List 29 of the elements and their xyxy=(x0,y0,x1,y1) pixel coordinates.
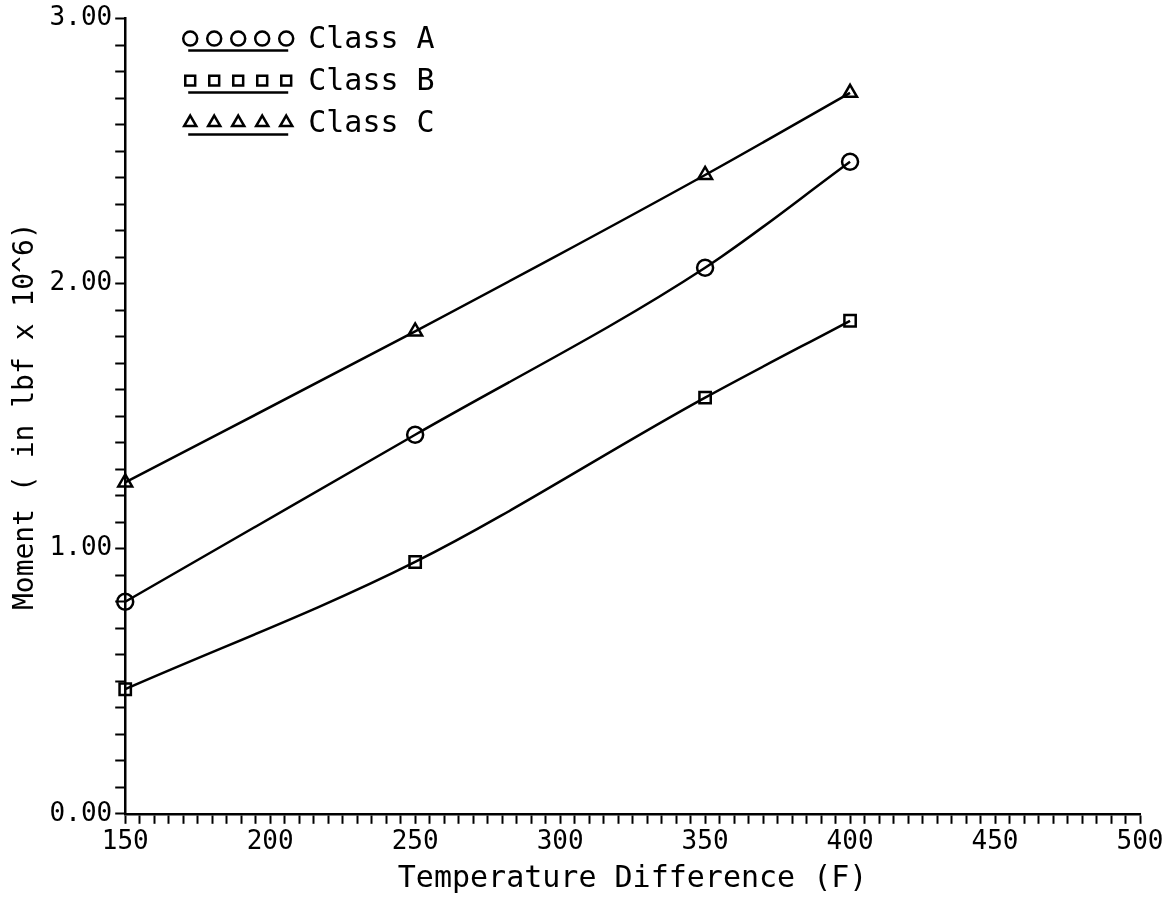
y-axis-title: Moment ( in lbf x 10^6) xyxy=(7,222,41,611)
x-tick-label: 500 xyxy=(1116,825,1164,856)
x-tick-label: 400 xyxy=(826,825,874,856)
x-tick-label: 450 xyxy=(971,825,1019,856)
point xyxy=(843,313,857,328)
x-axis-title: Temperature Difference (F) xyxy=(397,858,868,894)
point xyxy=(841,83,859,99)
point xyxy=(698,390,712,405)
x-tick-label: 300 xyxy=(536,825,584,856)
point xyxy=(695,258,715,278)
y-tick-label: 2.00 xyxy=(49,266,113,297)
point xyxy=(696,165,714,181)
point xyxy=(118,682,133,697)
point xyxy=(408,555,423,569)
legend-label: Class C xyxy=(308,104,435,140)
y-tick-label: 3.00 xyxy=(49,1,113,32)
point xyxy=(115,592,135,611)
legend-label: Class A xyxy=(308,20,435,56)
y-tick-label: 1.00 xyxy=(49,531,113,562)
x-tick-label: 200 xyxy=(246,825,294,856)
point xyxy=(406,322,424,337)
point xyxy=(117,473,134,488)
x-tick-label: 350 xyxy=(681,825,729,856)
legend-label: Class B xyxy=(308,62,435,98)
point xyxy=(840,152,860,171)
x-tick-label: 250 xyxy=(391,825,439,856)
x-tick-label: 150 xyxy=(101,825,149,856)
point xyxy=(405,425,425,445)
y-tick-label: 0.00 xyxy=(49,796,113,827)
